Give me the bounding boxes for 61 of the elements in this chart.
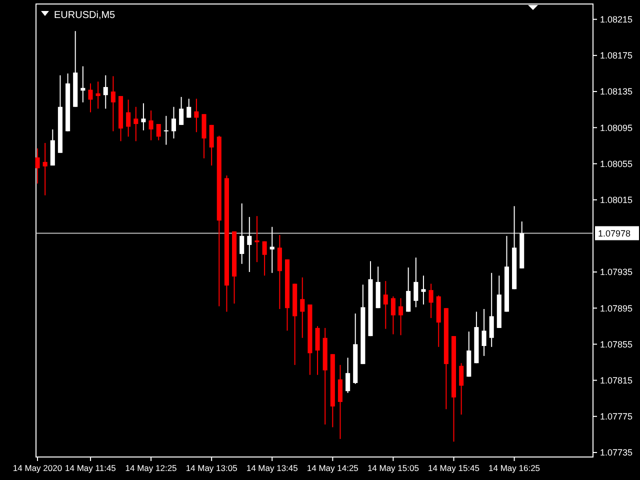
candlestick <box>262 240 267 276</box>
x-tick-label: 14 May 2020 <box>12 463 62 473</box>
y-tick-label: 1.08055 <box>600 158 633 169</box>
candlestick <box>277 234 282 310</box>
candlestick <box>96 81 100 110</box>
x-tick-label: 14 May 13:05 <box>186 463 238 473</box>
candlestick <box>421 275 426 305</box>
candlestick <box>164 115 168 146</box>
x-tick-label: 14 May 12:25 <box>125 463 178 473</box>
candlestick <box>398 298 404 336</box>
x-tick-label: 14 May 15:05 <box>367 463 420 473</box>
x-tick-label: 14 May 14:25 <box>306 463 359 473</box>
candlestick <box>156 124 161 141</box>
candlestick <box>459 362 464 416</box>
candlestick <box>141 102 146 131</box>
candlestick <box>338 364 342 440</box>
candlestick <box>42 142 48 196</box>
candlestick <box>80 66 86 103</box>
candlestick <box>209 124 214 166</box>
candlestick <box>179 96 184 126</box>
candlestick <box>383 280 388 330</box>
candlestick <box>35 148 40 184</box>
candlestick <box>270 226 274 274</box>
candlestick <box>247 216 252 273</box>
text: EURUSDi,M5 <box>54 10 116 21</box>
candlestick <box>240 202 244 264</box>
y-tick-label: 1.07815 <box>600 375 633 386</box>
candlestick <box>134 106 138 142</box>
x-tick-label: 14 May 13:45 <box>246 463 298 473</box>
candlestick <box>88 82 93 113</box>
candlestick <box>315 326 320 376</box>
y-tick-label: 1.08135 <box>600 86 633 97</box>
y-tick-label: 1.07895 <box>600 303 633 314</box>
x-tick-label: 14 May 16:25 <box>488 463 540 473</box>
candlestick <box>346 357 350 394</box>
candlestick <box>110 76 116 132</box>
y-tick-label: 1.08015 <box>600 194 633 205</box>
y-tick-label: 1.08175 <box>600 50 633 61</box>
x-tick-label: 14 May 11:45 <box>65 463 116 473</box>
y-tick-label: 1.07735 <box>600 448 633 458</box>
x-tick-label: 14 May 15:45 <box>428 463 480 473</box>
y-tick-label: 1.08095 <box>600 122 633 133</box>
candlestick <box>103 74 108 110</box>
candlestick <box>390 296 396 335</box>
candlestick <box>482 308 486 356</box>
candlestick <box>171 106 176 139</box>
candlestick <box>489 272 494 348</box>
candlestick <box>406 267 411 312</box>
candlestick <box>148 110 154 141</box>
candlestick <box>300 276 305 338</box>
y-tick-label: 1.08215 <box>600 14 633 24</box>
y-tick-label: 1.07855 <box>600 339 633 350</box>
candlestick <box>126 99 131 138</box>
candlestick <box>186 98 192 118</box>
candlestick <box>254 216 260 263</box>
candlestick <box>194 98 199 133</box>
y-tick-label: 1.07935 <box>600 267 633 278</box>
candlestick <box>414 257 418 308</box>
ref-line-label: 1.07978 <box>598 228 631 238</box>
candlestick <box>428 283 434 319</box>
y-tick-label: 1.07775 <box>600 412 633 422</box>
